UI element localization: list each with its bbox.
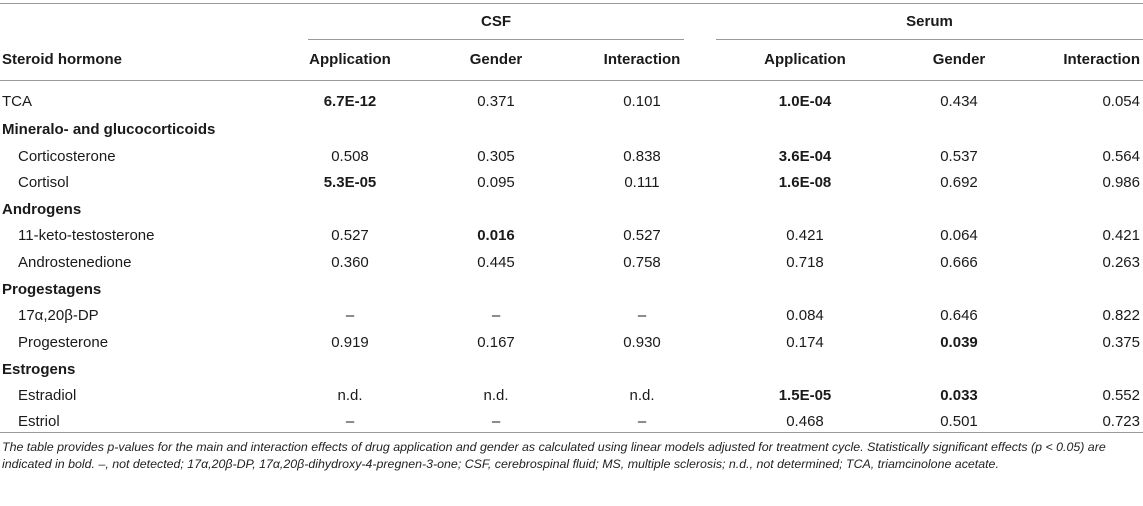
column-header-serum-gender: Gender: [932, 51, 986, 68]
table-cell: 0.054: [1102, 93, 1140, 110]
table-cell: 0.919: [331, 334, 369, 351]
table-cell: 0.692: [940, 174, 978, 191]
row-label: 11-keto-testosterone: [18, 227, 155, 244]
table-cell: 6.7E-12: [323, 93, 377, 110]
table-cell: –: [491, 413, 501, 430]
section-heading: Progestagens: [2, 281, 102, 298]
table-cell: 0.527: [331, 227, 369, 244]
table-cell: 0.371: [477, 93, 515, 110]
table-cell: 0.167: [477, 334, 515, 351]
table-cell: 3.6E-04: [778, 148, 832, 165]
table-cell: –: [637, 413, 647, 430]
column-header-serum-application: Application: [764, 51, 846, 68]
table-cell: 0.445: [477, 254, 515, 271]
table-cell: 0.360: [331, 254, 369, 271]
table-cell: 0.421: [786, 227, 824, 244]
table-cell: 0.084: [786, 307, 824, 324]
table-cell: 0.111: [624, 174, 660, 191]
table-cell: 0.537: [940, 148, 978, 165]
table-bottom-rule: [0, 432, 1143, 433]
table-cell: 0.822: [1102, 307, 1140, 324]
table-cell: 0.986: [1102, 174, 1140, 191]
column-header-csf-interaction: Interaction: [603, 51, 681, 68]
column-header-csf-gender: Gender: [469, 51, 523, 68]
row-label: 17α,20β-DP: [18, 307, 99, 324]
table-cell: 0.838: [623, 148, 661, 165]
row-label: Corticosterone: [18, 148, 116, 165]
table-cell: 0.468: [786, 413, 824, 430]
table-cell: 1.0E-04: [778, 93, 832, 110]
table-cell: 0.666: [940, 254, 978, 271]
table-caption: The table provides p-values for the main…: [2, 440, 1106, 471]
table-cell: 0.064: [940, 227, 978, 244]
table-cell: 0.508: [331, 148, 369, 165]
column-header-csf-application: Application: [309, 51, 391, 68]
column-header-hormone: Steroid hormone: [2, 51, 123, 68]
table-cell: 0.174: [786, 334, 824, 351]
table-cell: n.d.: [629, 387, 655, 404]
table-cell: 0.095: [477, 174, 515, 191]
table-cell: –: [345, 413, 355, 430]
section-heading: Androgens: [2, 201, 82, 218]
table-cell: 0.723: [1102, 413, 1140, 430]
table-cell: 0.527: [623, 227, 661, 244]
table-cell: 0.758: [623, 254, 661, 271]
csf-group-header: CSF: [481, 13, 511, 30]
table-cell: 0.552: [1102, 387, 1140, 404]
table-cell: –: [345, 307, 355, 324]
table-cell: 1.6E-08: [778, 174, 832, 191]
table-cell: 0.434: [940, 93, 978, 110]
serum-group-header: Serum: [906, 13, 953, 30]
row-label: Estriol: [18, 413, 60, 430]
top-rule: [0, 3, 1143, 4]
table-cell: 0.421: [1102, 227, 1140, 244]
row-label: Cortisol: [18, 174, 69, 191]
table-cell: 0.016: [477, 227, 515, 244]
table-cell: n.d.: [337, 387, 363, 404]
table-cell: 0.375: [1102, 334, 1140, 351]
table-cell: –: [491, 307, 501, 324]
row-label: Androstenedione: [18, 254, 132, 271]
table-cell: –: [637, 307, 647, 324]
serum-group-rule: [716, 39, 1143, 40]
table-cell: n.d.: [483, 387, 509, 404]
header-bottom-rule: [0, 80, 1143, 81]
table-cell: 0.305: [477, 148, 515, 165]
table-cell: 0.033: [940, 387, 978, 404]
table-cell: 0.718: [786, 254, 824, 271]
table-cell: 0.564: [1102, 148, 1140, 165]
table-cell: 0.501: [940, 413, 978, 430]
table-cell: 0.930: [623, 334, 661, 351]
row-label: TCA: [2, 93, 32, 110]
table-cell: 0.101: [623, 93, 661, 110]
table-cell: 0.263: [1102, 254, 1140, 271]
table-cell: 0.039: [940, 334, 978, 351]
column-header-serum-interaction: Interaction: [1063, 51, 1140, 68]
table-cell: 1.5E-05: [778, 387, 832, 404]
section-heading: Mineralo- and glucocorticoids: [2, 121, 216, 138]
row-label: Progesterone: [18, 334, 109, 351]
section-heading: Estrogens: [2, 361, 76, 378]
table-cell: 0.646: [940, 307, 978, 324]
table-cell: 5.3E-05: [323, 174, 377, 191]
row-label: Estradiol: [18, 387, 77, 404]
csf-group-rule: [308, 39, 684, 40]
